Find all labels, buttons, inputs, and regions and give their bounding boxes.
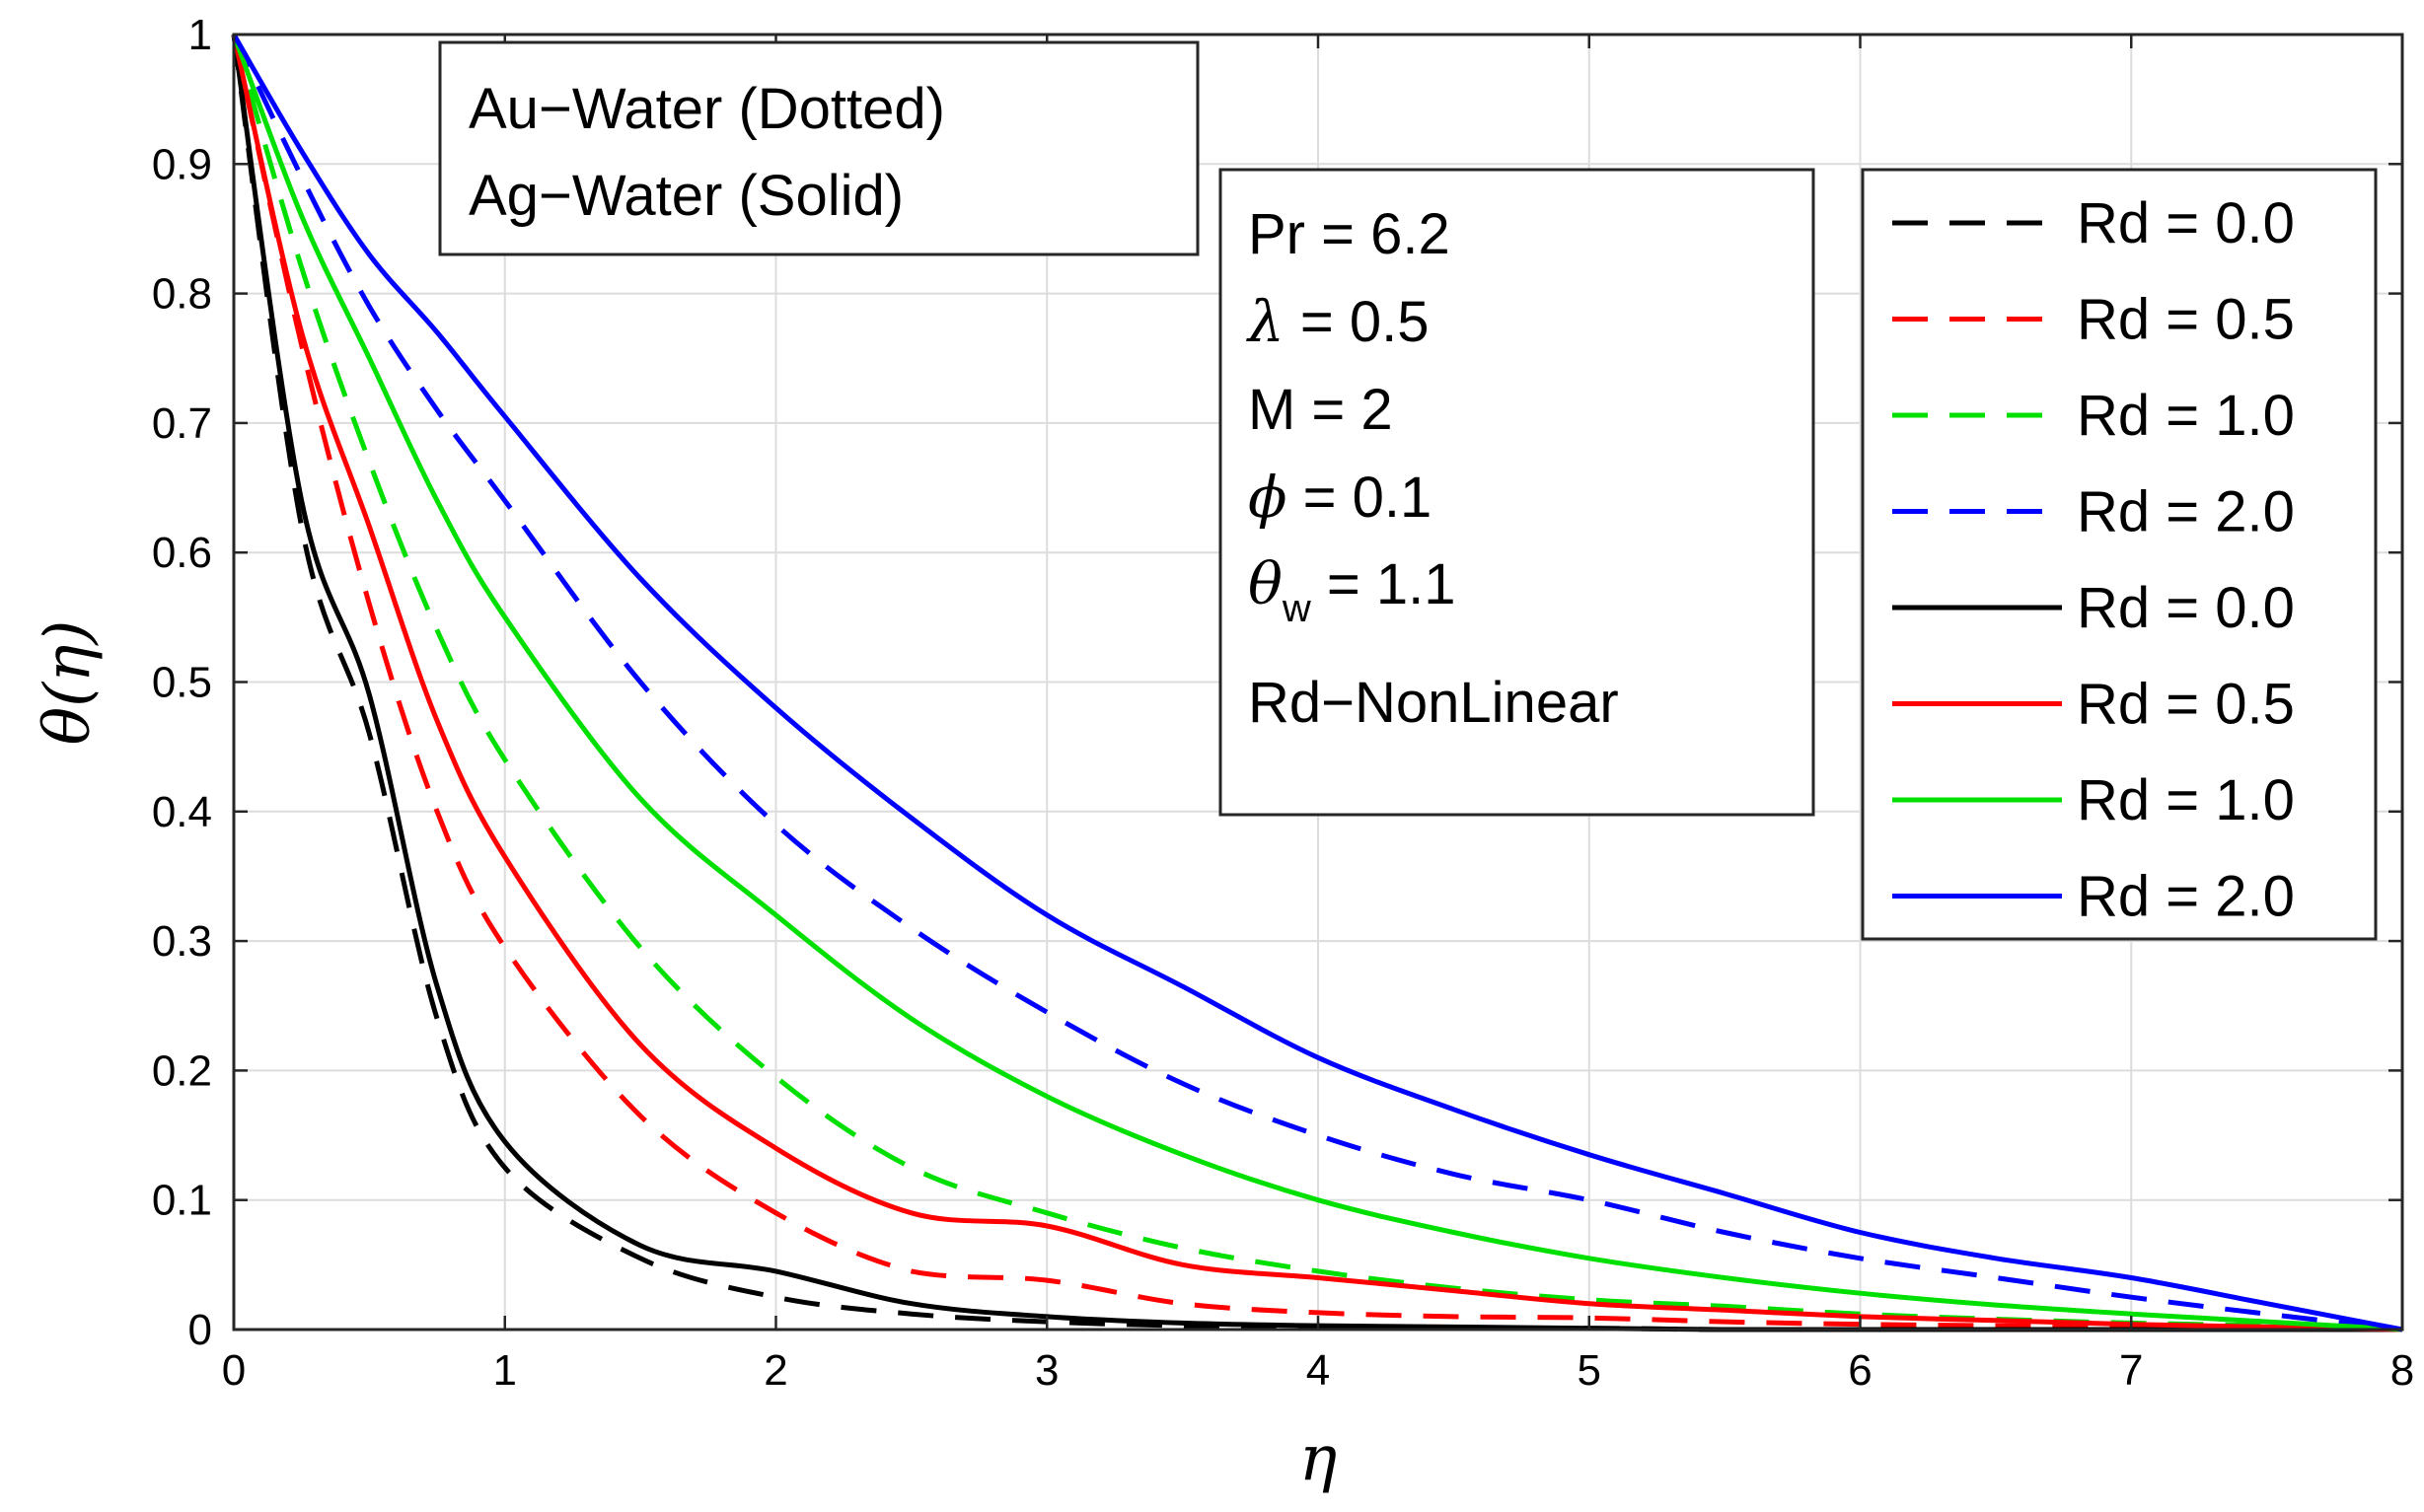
legend-label: Rd = 0.5 bbox=[2077, 288, 2295, 352]
param-pr: Pr = 6.2 bbox=[1248, 202, 1450, 266]
fluid-annotation-au: Au−Water (Dotted) bbox=[469, 77, 945, 141]
param-theta-symbol: θ bbox=[1248, 550, 1283, 617]
legend-label: Rd = 1.0 bbox=[2077, 384, 2295, 448]
y-tick-label: 0.1 bbox=[152, 1177, 212, 1225]
legend-label: Rd = 2.0 bbox=[2077, 480, 2295, 544]
tick-labels-layer: 0 1 2 3 4 5 6 7 8 0 0.1 0.2 0.3 0.4 0.5 0.6 0.7 0.8 0.9 1 bbox=[152, 11, 2414, 1395]
param-theta-value: = 1.1 bbox=[1311, 552, 1456, 616]
y-tick-label: 0.8 bbox=[152, 270, 212, 319]
param-rd: Rd−NonLinear bbox=[1248, 671, 1619, 735]
legend-label: Rd = 0.5 bbox=[2077, 673, 2295, 737]
y-tick-label: 0.3 bbox=[152, 917, 212, 966]
x-tick-label: 0 bbox=[222, 1346, 246, 1395]
fluid-annotation-box bbox=[438, 40, 1200, 256]
legend-label: Rd = 0.0 bbox=[2077, 191, 2295, 255]
legend-label: Rd = 2.0 bbox=[2077, 865, 2295, 929]
param-lambda: λ = 0.5 bbox=[1246, 288, 1430, 355]
fluid-annotation: Au−Water (Dotted) Ag−Water (Solid) bbox=[438, 40, 1200, 256]
x-tick-label: 1 bbox=[493, 1346, 517, 1395]
x-axis-label: η bbox=[1299, 1422, 1337, 1495]
y-tick-label: 0.4 bbox=[152, 788, 212, 836]
param-phi-symbol: ϕ bbox=[1248, 464, 1287, 531]
y-tick-label: 0.9 bbox=[152, 140, 212, 188]
series-line-au-water-rd-0.5 bbox=[231, 34, 2403, 1332]
x-tick-label: 8 bbox=[2390, 1346, 2414, 1395]
series-line-ag-water-rd-2.0 bbox=[231, 33, 2403, 1332]
x-tick-label: 2 bbox=[764, 1346, 787, 1395]
fluid-annotation-ag: Ag−Water (Solid) bbox=[469, 164, 904, 228]
legend-entries: Rd = 0.0 Rd = 0.5 Rd = 1.0 Rd = 2.0 Rd = 0.0… bbox=[1892, 191, 2295, 929]
parameter-annotation: Pr = 6.2 λ = 0.5 M = 2 ϕ = 0.1 θw = 1.1 … bbox=[1218, 168, 1815, 817]
series-line-ag-water-rd-1.0 bbox=[231, 34, 2403, 1332]
param-lambda-symbol: λ bbox=[1246, 288, 1285, 355]
param-phi-value: = 0.1 bbox=[1287, 466, 1432, 530]
parameter-annotation-box bbox=[1218, 168, 1815, 817]
series-line-au-water-rd-2.0 bbox=[231, 33, 2403, 1332]
param-lambda-value: = 0.5 bbox=[1285, 290, 1430, 354]
x-tick-label: 5 bbox=[1578, 1346, 1601, 1395]
x-tick-label: 6 bbox=[1848, 1346, 1872, 1395]
axis-ticks-layer bbox=[232, 33, 2404, 1332]
param-phi: ϕ = 0.1 bbox=[1248, 464, 1432, 531]
legend: Rd = 0.0 Rd = 0.5 Rd = 1.0 Rd = 2.0 Rd = 0.0… bbox=[1861, 168, 2378, 941]
legend-box bbox=[1861, 168, 2378, 941]
y-tick-label: 0.7 bbox=[152, 399, 212, 448]
y-tick-label: 0 bbox=[188, 1306, 212, 1354]
y-tick-label: 0.2 bbox=[152, 1046, 212, 1095]
param-m: M = 2 bbox=[1248, 378, 1393, 442]
y-tick-label: 0.6 bbox=[152, 529, 212, 577]
y-tick-label: 0.5 bbox=[152, 659, 212, 707]
x-tick-label: 3 bbox=[1035, 1346, 1059, 1395]
x-tick-label: 4 bbox=[1306, 1346, 1330, 1395]
param-theta-subscript: w bbox=[1282, 587, 1311, 630]
legend-label: Rd = 0.0 bbox=[2077, 576, 2295, 640]
param-theta-w: θw = 1.1 bbox=[1248, 550, 1456, 630]
series-line-ag-water-rd-0.5 bbox=[231, 34, 2403, 1332]
y-axis-label: θ(η) bbox=[32, 620, 105, 746]
legend-label: Rd = 1.0 bbox=[2077, 768, 2295, 832]
x-tick-label: 7 bbox=[2119, 1346, 2143, 1395]
y-tick-label: 1 bbox=[188, 11, 212, 59]
